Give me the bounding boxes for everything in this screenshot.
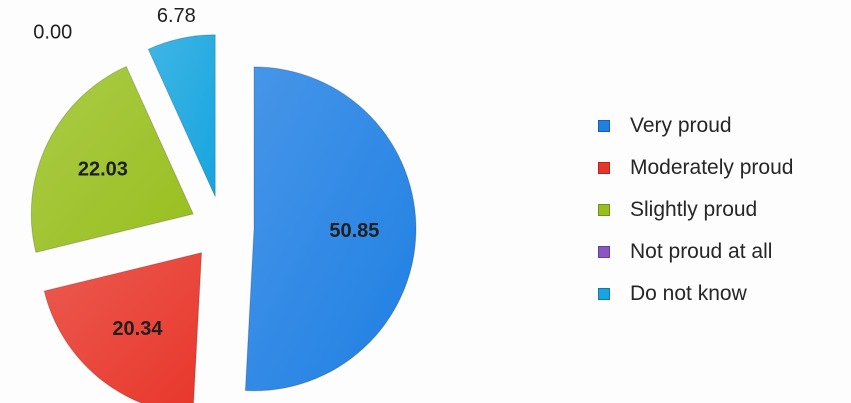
pie-slice-very-proud: [244, 66, 417, 392]
legend-label-do-not-know: Do not know: [630, 282, 747, 305]
legend: Very proud Moderately proud Slightly pro…: [598, 112, 793, 308]
legend-swatch-not-proud-at-all: [598, 246, 610, 258]
legend-item-slightly-proud: Slightly proud: [598, 196, 793, 224]
legend-swatch-very-proud: [598, 120, 610, 132]
data-label-do-not-know: 6.78: [157, 5, 196, 27]
legend-label-not-proud-at-all: Not proud at all: [630, 240, 773, 263]
legend-item-not-proud-at-all: Not proud at all: [598, 238, 793, 266]
pie-slice-slightly-proud: [30, 65, 194, 254]
data-label-not-proud-at-all: 0.00: [33, 22, 72, 44]
pie-slice-moderately-proud: [43, 251, 203, 403]
pie-slice-do-not-know: [147, 34, 216, 197]
legend-swatch-moderately-proud: [598, 162, 610, 174]
data-label-moderately-proud: 20.34: [112, 318, 163, 340]
legend-label-very-proud: Very proud: [630, 114, 732, 137]
legend-item-moderately-proud: Moderately proud: [598, 154, 793, 182]
legend-item-do-not-know: Do not know: [598, 280, 793, 308]
legend-swatch-do-not-know: [598, 288, 610, 300]
data-label-very-proud: 50.85: [329, 220, 379, 242]
legend-label-moderately-proud: Moderately proud: [630, 156, 794, 179]
pie-chart: 50.85 20.34 22.03 0.00 6.78: [30, 5, 417, 403]
data-label-slightly-proud: 22.03: [78, 158, 128, 180]
legend-label-slightly-proud: Slightly proud: [630, 198, 758, 221]
legend-item-very-proud: Very proud: [598, 112, 793, 140]
legend-swatch-slightly-proud: [598, 204, 610, 216]
